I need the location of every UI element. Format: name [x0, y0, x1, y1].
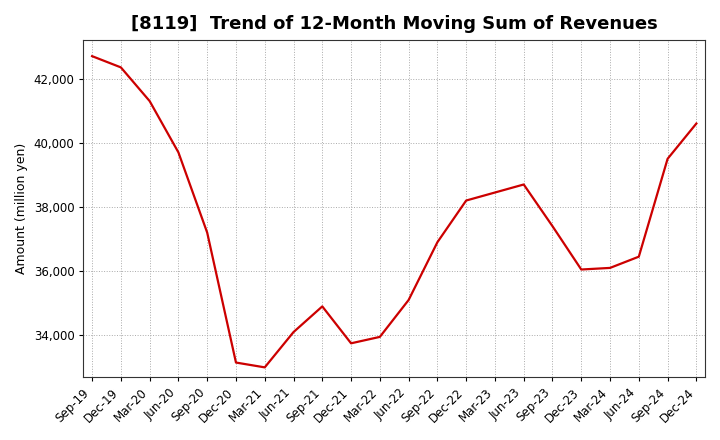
Title: [8119]  Trend of 12-Month Moving Sum of Revenues: [8119] Trend of 12-Month Moving Sum of R… [131, 15, 657, 33]
Y-axis label: Amount (million yen): Amount (million yen) [15, 143, 28, 274]
